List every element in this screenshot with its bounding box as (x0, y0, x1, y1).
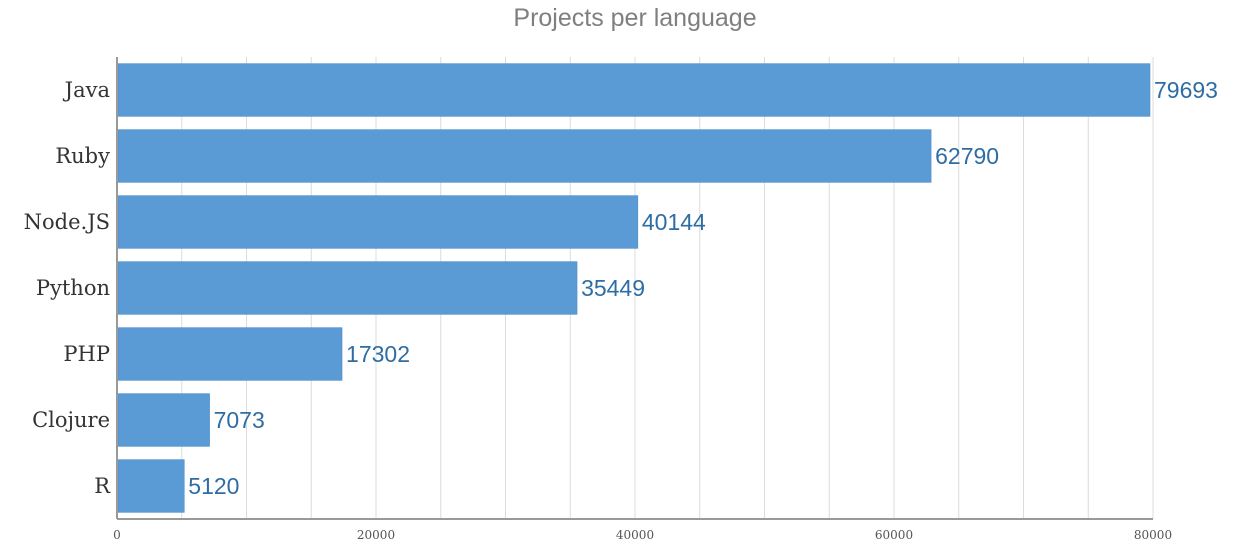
category-label: Ruby (55, 144, 110, 168)
bar-php (117, 327, 343, 381)
bar-java (117, 63, 1151, 117)
value-label: 40144 (642, 209, 706, 235)
x-tick-label: 20000 (357, 528, 395, 542)
x-tick-label: 0 (113, 528, 121, 542)
category-label: Java (63, 78, 110, 102)
category-label: R (94, 474, 111, 498)
x-tick-label: 60000 (875, 528, 913, 542)
bar-clojure (117, 393, 210, 447)
bar-node-js (117, 195, 639, 249)
value-label: 17302 (346, 341, 410, 367)
value-labels: 79693 62790 40144 35449 17302 7073 5120 (188, 77, 1218, 499)
bar-ruby (117, 129, 932, 183)
bars (117, 63, 1151, 513)
category-labels: Java Ruby Node.JS Python PHP Clojure R (24, 78, 112, 498)
value-label: 5120 (188, 473, 239, 499)
value-label: 79693 (1154, 77, 1218, 103)
category-label: Python (36, 276, 110, 300)
bar-python (117, 261, 578, 315)
category-label: Clojure (32, 408, 110, 432)
x-tick-label: 80000 (1134, 528, 1172, 542)
bar-r (117, 459, 185, 513)
x-tick-labels: 0 20000 40000 60000 80000 (113, 528, 1172, 542)
value-label: 7073 (214, 407, 265, 433)
value-label: 35449 (581, 275, 645, 301)
value-label: 62790 (935, 143, 999, 169)
x-tick-label: 40000 (616, 528, 654, 542)
category-label: Node.JS (24, 210, 110, 234)
chart-title: Projects per language (513, 4, 757, 32)
category-label: PHP (63, 342, 110, 366)
